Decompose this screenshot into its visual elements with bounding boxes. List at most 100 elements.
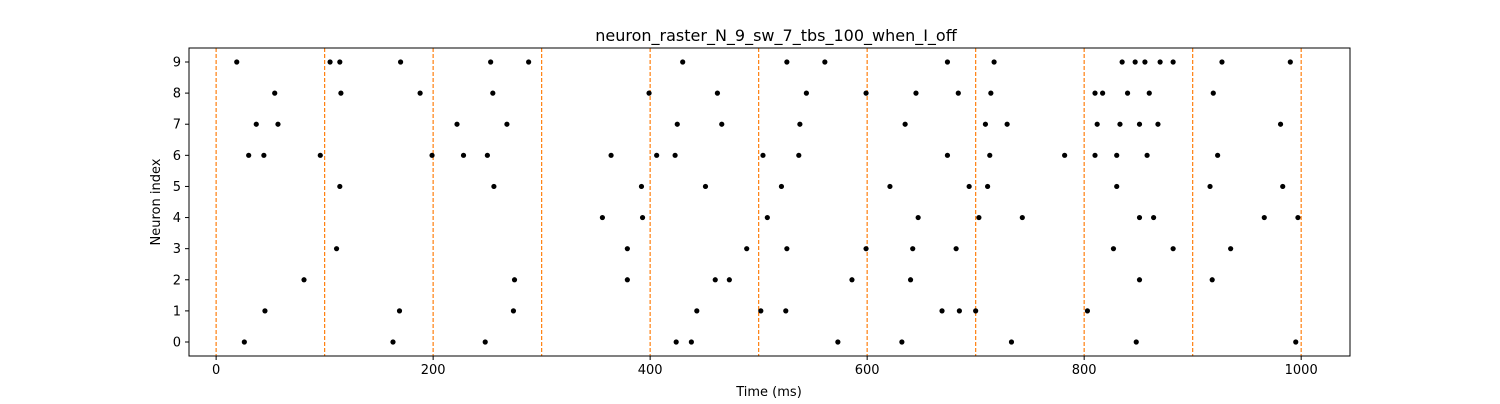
spike-point — [638, 183, 645, 190]
spike-point — [390, 339, 396, 345]
spike-point — [272, 90, 278, 96]
spike-point — [778, 183, 785, 190]
spike-point — [1293, 339, 1299, 345]
spike-point — [491, 183, 497, 190]
spike-point — [719, 121, 725, 127]
spike-point — [973, 308, 979, 314]
spike-point — [608, 152, 614, 158]
spike-point — [1277, 121, 1284, 127]
x-tick-label: 400 — [638, 363, 663, 378]
spike-point — [1136, 214, 1143, 221]
spike-point — [944, 59, 951, 65]
spike-point — [1094, 121, 1100, 127]
spike-point — [966, 183, 972, 190]
spike-point — [956, 308, 962, 314]
spike-point — [1062, 152, 1068, 158]
plot-frame — [188, 47, 1351, 357]
spike-point — [760, 152, 766, 158]
spike-point — [511, 277, 518, 283]
spike-point — [863, 90, 869, 96]
spike-point — [672, 152, 678, 158]
y-tick-label: 9 — [173, 56, 181, 71]
spike-point — [988, 90, 994, 96]
spike-point — [1146, 90, 1152, 96]
spike-point — [504, 121, 510, 127]
spike-point — [991, 59, 997, 65]
spike-point — [624, 277, 630, 283]
spike-point — [688, 339, 694, 345]
spike-point — [1210, 90, 1216, 96]
y-tick-label: 8 — [173, 87, 181, 102]
spike-point — [1280, 183, 1286, 190]
y-tick-label: 4 — [173, 211, 181, 226]
spike-point — [262, 308, 268, 314]
spike-point — [639, 214, 646, 221]
spike-point — [784, 59, 790, 65]
spike-point — [915, 214, 921, 221]
spike-point — [902, 121, 908, 127]
spike-point — [490, 90, 496, 96]
spike-point — [744, 246, 750, 252]
spike-point — [1117, 121, 1123, 127]
spike-point — [887, 183, 893, 190]
spike-point — [526, 59, 532, 65]
x-tick-label: 800 — [1072, 363, 1097, 378]
spike-point — [910, 246, 916, 252]
spike-point — [417, 90, 423, 96]
spike-point — [1144, 152, 1150, 158]
spike-point — [1132, 59, 1138, 65]
spike-point — [275, 121, 281, 127]
spike-point — [803, 90, 809, 96]
spike-point — [253, 121, 259, 127]
spike-point — [1133, 339, 1139, 345]
spike-point — [673, 339, 679, 345]
spike-point — [337, 183, 343, 190]
spike-point — [907, 277, 914, 283]
spike-point — [764, 214, 770, 221]
y-axis-ticks: 0 1 2 3 4 5 6 7 8 9 — [173, 56, 189, 351]
spike-point — [454, 121, 460, 127]
chart-title: neuron_raster_N_9_sw_7_tbs_100_when_I_of… — [595, 26, 957, 46]
spike-point — [482, 339, 488, 345]
spike-point — [982, 121, 989, 127]
spike-point — [624, 246, 630, 252]
spike-point — [797, 121, 803, 127]
spike-point — [783, 308, 789, 314]
spike-point — [396, 308, 403, 314]
spike-point — [849, 277, 855, 283]
spike-point — [1219, 59, 1225, 65]
spike-point — [1084, 308, 1091, 314]
spike-point — [1100, 90, 1106, 96]
spike-point — [899, 339, 905, 345]
x-tick-label: 1000 — [1285, 363, 1318, 378]
spike-point — [1092, 152, 1098, 158]
spike-point — [1114, 183, 1120, 190]
y-tick-label: 3 — [173, 242, 181, 257]
spike-point — [796, 152, 802, 158]
spike-point — [397, 59, 404, 65]
y-tick-label: 2 — [173, 273, 181, 288]
spike-point — [674, 121, 680, 127]
vertical-dashed-lines — [215, 48, 1302, 356]
spike-point — [1114, 152, 1120, 158]
spike-point — [822, 59, 828, 65]
spike-point — [510, 308, 517, 314]
spike-point — [726, 277, 732, 283]
spike-point — [246, 152, 252, 158]
spike-point — [1155, 121, 1161, 127]
spike-point — [953, 246, 959, 252]
y-tick-label: 1 — [173, 304, 181, 319]
spike-point — [1209, 277, 1215, 283]
y-axis-label: Neuron index — [149, 158, 164, 245]
y-tick-label: 6 — [173, 149, 181, 164]
spike-point — [1136, 277, 1143, 283]
y-tick-label: 7 — [173, 118, 181, 133]
spike-point — [484, 152, 490, 158]
spike-point — [599, 214, 606, 221]
spike-point — [955, 90, 961, 96]
y-tick-label: 0 — [173, 336, 181, 351]
spike-point — [1261, 214, 1267, 221]
spike-point — [1295, 214, 1301, 221]
spike-point — [1092, 90, 1098, 96]
